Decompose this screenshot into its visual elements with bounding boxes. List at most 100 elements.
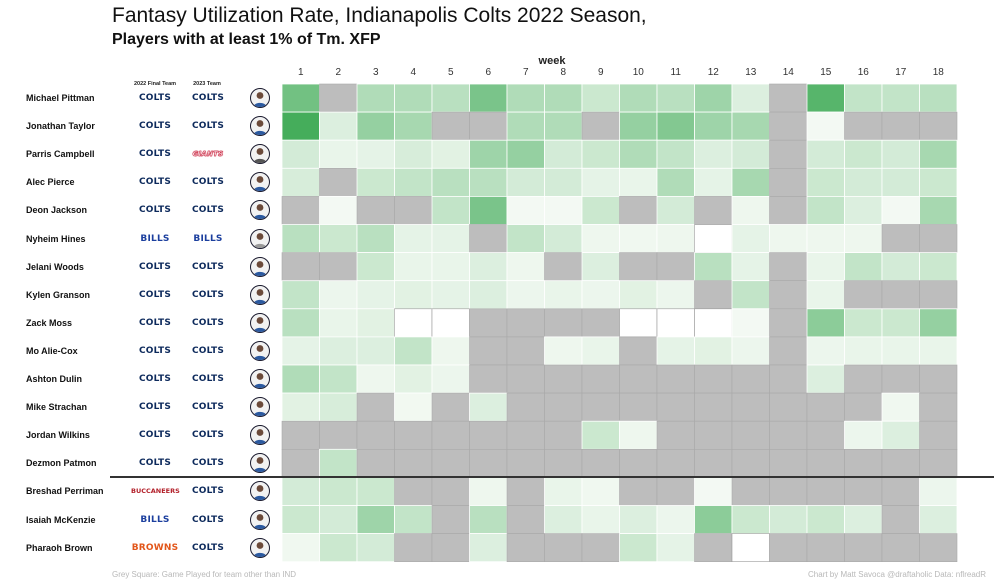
heatmap-cell: [394, 111, 433, 141]
heatmap-cell: [881, 420, 920, 450]
player-name: Deon Jackson: [26, 205, 88, 216]
heatmap-cell: [769, 533, 808, 562]
heatmap-cell: [544, 280, 583, 310]
heatmap-cell: [694, 420, 733, 450]
final-team-logo: COLTS: [138, 345, 172, 356]
team-2023-logo: COLTS: [191, 205, 225, 216]
heatmap-cell: [844, 224, 883, 254]
heatmap-cell: [769, 139, 808, 169]
heatmap-cell: [356, 476, 395, 506]
heatmap-cell: [656, 364, 695, 394]
heatmap-cell: [881, 477, 920, 506]
heatmap-cell: [731, 252, 770, 282]
heatmap-cell: [694, 476, 733, 506]
heatmap-cell: [431, 336, 470, 366]
heatmap-cell: [544, 308, 583, 338]
heatmap-cell: [881, 83, 920, 113]
final-team-logo: BROWNS: [131, 542, 179, 553]
heatmap-cell: [844, 533, 883, 562]
heatmap-cell: [281, 167, 320, 197]
heatmap-cell: [581, 448, 620, 478]
heatmap-cell: [281, 364, 320, 394]
heatmap-cell: [581, 280, 620, 310]
heatmap-cell: [919, 533, 958, 562]
heatmap-cell: [319, 139, 358, 169]
heatmap-cell: [619, 139, 658, 169]
heatmap-cell: [469, 280, 508, 310]
heatmap-cell: [844, 392, 883, 422]
heatmap-cell: [731, 533, 770, 562]
heatmap-cell: [506, 224, 545, 254]
heatmap-cell: [694, 336, 733, 366]
heatmap-cell: [281, 336, 320, 366]
heatmap-cell: [319, 111, 358, 141]
heatmap-cell: [544, 505, 583, 535]
heatmap-cell: [469, 308, 508, 338]
heatmap-cell: [506, 533, 545, 562]
heatmap-cell: [731, 139, 770, 169]
heatmap-cell: [319, 168, 358, 197]
heatmap-cell: [881, 111, 920, 141]
heatmap-cell: [394, 392, 433, 422]
heatmap-cell: [319, 533, 358, 563]
heatmap-cell: [694, 392, 733, 422]
heatmap-cell: [506, 364, 545, 394]
heatmap-cell: [881, 139, 920, 169]
heatmap-cell: [656, 139, 695, 169]
player-name: Zack Moss: [26, 317, 73, 328]
heatmap-cell: [619, 224, 658, 254]
heatmap-cell: [619, 364, 658, 394]
heatmap-cell: [844, 505, 883, 535]
heatmap-cell: [919, 224, 958, 253]
week-tick-5: 5: [447, 67, 454, 78]
heatmap-cell: [394, 505, 433, 535]
player-name: Alec Pierce: [26, 177, 75, 188]
heatmap-cell: [731, 364, 770, 394]
heatmap-cell: [544, 111, 583, 141]
heatmap-cell: [431, 392, 470, 422]
week-tick-15: 15: [820, 67, 832, 78]
week-tick-8: 8: [560, 67, 567, 78]
week-tick-17: 17: [895, 67, 907, 78]
week-tick-1: 1: [297, 67, 304, 78]
heatmap-cell: [694, 196, 733, 225]
heatmap-cell: [844, 336, 883, 366]
heatmap-cell: [281, 224, 320, 254]
heatmap-cell: [656, 505, 695, 535]
week-tick-2: 2: [335, 67, 342, 78]
heatmap-cell: [919, 336, 958, 366]
heatmap-cell: [919, 420, 958, 450]
heatmap-cell: [469, 392, 508, 422]
player-name: Breshad Perriman: [26, 486, 104, 497]
player-headshot-icon: [250, 425, 270, 446]
heatmap-cell: [694, 280, 733, 310]
heatmap-cell: [769, 420, 808, 450]
team-2023-logo: COLTS: [191, 317, 225, 328]
heatmap-cell: [319, 392, 358, 422]
player-headshot-icon: [250, 200, 270, 221]
heatmap-cell: [881, 505, 920, 534]
player-headshot-icon: [250, 256, 270, 277]
heatmap-cell: [394, 533, 433, 562]
heatmap-cell: [806, 224, 845, 254]
player-headshot-icon: [250, 116, 270, 137]
heatmap-cell: [881, 224, 920, 253]
heatmap-cell: [731, 420, 770, 450]
team-2023-logo: COLTS: [191, 289, 225, 300]
heatmap-cell: [469, 533, 508, 563]
heatmap-cell: [469, 364, 508, 394]
heatmap-cell: [544, 336, 583, 366]
heatmap-cell: [544, 392, 583, 422]
team-2023-logo: COLTS: [191, 542, 225, 553]
heatmap-cell: [281, 420, 320, 450]
heatmap-cell: [319, 252, 358, 282]
week-tick-6: 6: [485, 67, 492, 78]
heatmap-cell: [356, 167, 395, 197]
player-headshot-icon: [250, 397, 270, 418]
player-headshot-icon: [250, 509, 270, 530]
final-team-logo: BILLS: [140, 514, 170, 525]
heatmap-cell: [544, 139, 583, 169]
heatmap-cell: [919, 195, 958, 225]
acquired-players-divider: [110, 476, 994, 478]
week-tick-7: 7: [522, 67, 529, 78]
